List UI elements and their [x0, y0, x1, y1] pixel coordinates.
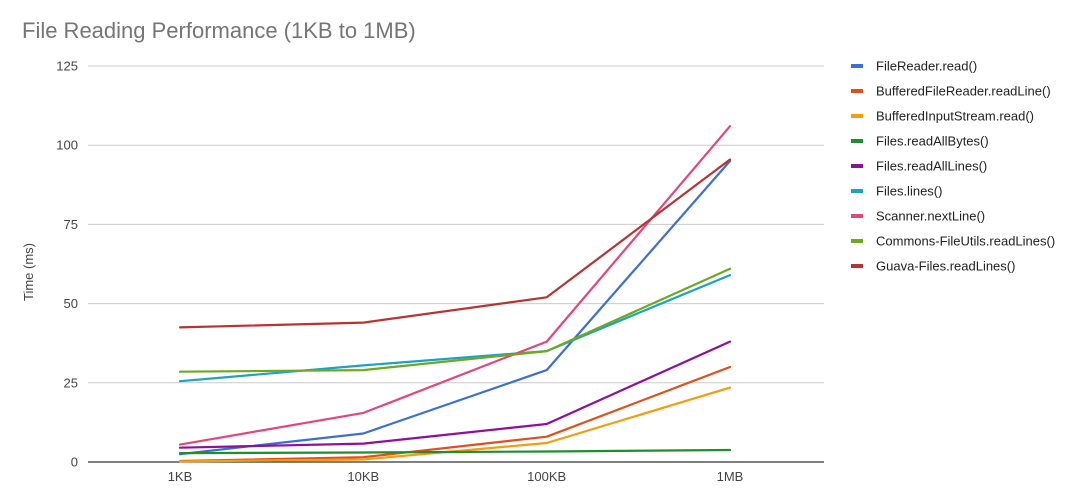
series-line-2 — [178, 365, 732, 463]
legend-label: Commons-FileUtils.readLines() — [876, 234, 1055, 249]
legend-item[interactable]: Scanner.nextLine() — [851, 209, 985, 224]
series-line-6 — [178, 274, 732, 383]
y-tick-label: 25 — [64, 375, 78, 390]
x-tick-label: 100KB — [527, 469, 566, 484]
y-axis-label: Time (ms) — [21, 243, 36, 301]
legend: FileReader.read() BufferedFileReader.read… — [851, 59, 1055, 274]
y-tick-label: 75 — [64, 217, 78, 232]
legend-item[interactable]: Files.lines() — [851, 184, 942, 199]
y-tick-label: 50 — [64, 296, 78, 311]
legend-swatch — [851, 214, 863, 218]
series-line-8 — [178, 267, 732, 373]
legend-label: Scanner.nextLine() — [876, 209, 985, 224]
series-line-4 — [178, 448, 732, 455]
legend-item[interactable]: Files.readAllBytes() — [851, 134, 989, 149]
legend-label: Files.lines() — [876, 184, 942, 199]
legend-item[interactable]: FileReader.read() — [851, 59, 977, 74]
legend-swatch — [851, 264, 863, 268]
legend-swatch — [851, 139, 863, 143]
legend-item[interactable]: BufferedFileReader.readLine() — [851, 84, 1051, 99]
legend-label: Files.readAllBytes() — [876, 134, 989, 149]
y-tick-label: 125 — [56, 59, 78, 74]
legend-item[interactable]: BufferedInputStream.read() — [851, 109, 1034, 124]
legend-item[interactable]: Guava-Files.readLines() — [851, 259, 1015, 274]
x-tick-label: 1MB — [717, 469, 744, 484]
legend-swatch — [851, 89, 863, 93]
y-tick-label: 0 — [71, 455, 78, 470]
legend-label: FileReader.read() — [876, 59, 977, 74]
legend-label: BufferedInputStream.read() — [876, 109, 1034, 124]
y-tick-label: 100 — [56, 138, 78, 153]
legend-label: BufferedFileReader.readLine() — [876, 84, 1051, 99]
legend-swatch — [851, 189, 863, 193]
legend-label: Files.readAllLines() — [876, 159, 987, 174]
legend-item[interactable]: Files.readAllLines() — [851, 159, 987, 174]
legend-swatch — [851, 64, 863, 68]
chart-title: File Reading Performance (1KB to 1MB) — [22, 18, 416, 43]
series-lines — [178, 125, 732, 463]
series-line-9 — [178, 158, 732, 329]
y-axis-ticks: 0 25 50 75 100 125 — [56, 59, 78, 470]
legend-label: Guava-Files.readLines() — [876, 259, 1015, 274]
x-tick-label: 1KB — [168, 469, 193, 484]
legend-item[interactable]: Commons-FileUtils.readLines() — [851, 234, 1055, 249]
legend-swatch — [851, 239, 863, 243]
gridlines — [88, 65, 824, 463]
x-tick-label: 10KB — [347, 469, 379, 484]
series-line-1 — [178, 159, 732, 456]
x-axis-ticks: 1KB 10KB 100KB 1MB — [168, 469, 744, 484]
legend-swatch — [851, 114, 863, 118]
legend-swatch — [851, 164, 863, 168]
series-line-7 — [178, 125, 732, 446]
series-line-5 — [178, 340, 732, 449]
